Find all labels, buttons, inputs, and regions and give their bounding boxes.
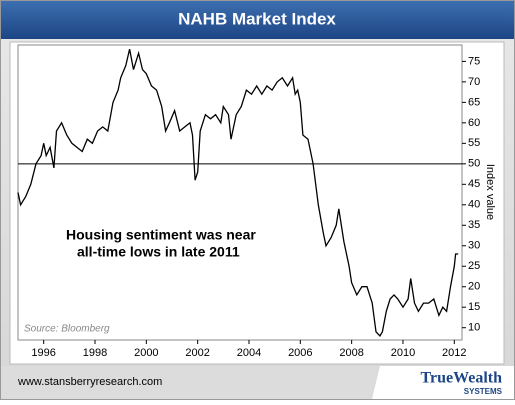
x-tick-label: 2002 — [185, 347, 209, 359]
y-tick-label: 60 — [468, 117, 480, 129]
x-tick-label: 1996 — [31, 347, 55, 359]
x-tick-label: 2010 — [391, 347, 415, 359]
y-tick-label: 35 — [468, 219, 480, 231]
logo-sub: SYSTEMS — [464, 387, 503, 396]
x-tick-label: 2004 — [237, 347, 261, 359]
annotation: all-time lows in late 2011 — [77, 244, 240, 260]
x-tick-label: 2008 — [339, 347, 363, 359]
x-tick-label: 1998 — [83, 347, 107, 359]
y-tick-label: 10 — [468, 322, 480, 334]
y-tick-label: 20 — [468, 281, 480, 293]
title-bar — [1, 1, 514, 39]
x-tick-label: 2012 — [442, 347, 466, 359]
x-tick-label: 2000 — [134, 347, 158, 359]
logo: TrueWealth — [421, 370, 503, 387]
chart-title: NAHB Market Index — [178, 9, 336, 28]
source: Source: Bloomberg — [24, 324, 110, 335]
y-tick-label: 15 — [468, 301, 480, 313]
x-tick-label: 2006 — [288, 347, 312, 359]
plot-area — [17, 44, 463, 341]
y-tick-label: 45 — [468, 178, 480, 190]
footer-url: www.stansberryresearch.com — [17, 376, 162, 388]
logo-box — [372, 366, 514, 399]
y-tick-label: 55 — [468, 137, 480, 149]
y-tick-label: 40 — [468, 199, 480, 211]
y-tick-label: 65 — [468, 96, 480, 108]
data-line — [17, 48, 459, 337]
y-tick-label: 30 — [468, 240, 480, 252]
y-axis-label: Index value — [484, 164, 496, 220]
y-tick-label: 75 — [468, 55, 480, 67]
y-tick-label: 70 — [468, 76, 480, 88]
y-tick-label: 50 — [468, 158, 480, 170]
y-tick-label: 25 — [468, 260, 480, 272]
annotation: Housing sentiment was near — [66, 227, 256, 243]
